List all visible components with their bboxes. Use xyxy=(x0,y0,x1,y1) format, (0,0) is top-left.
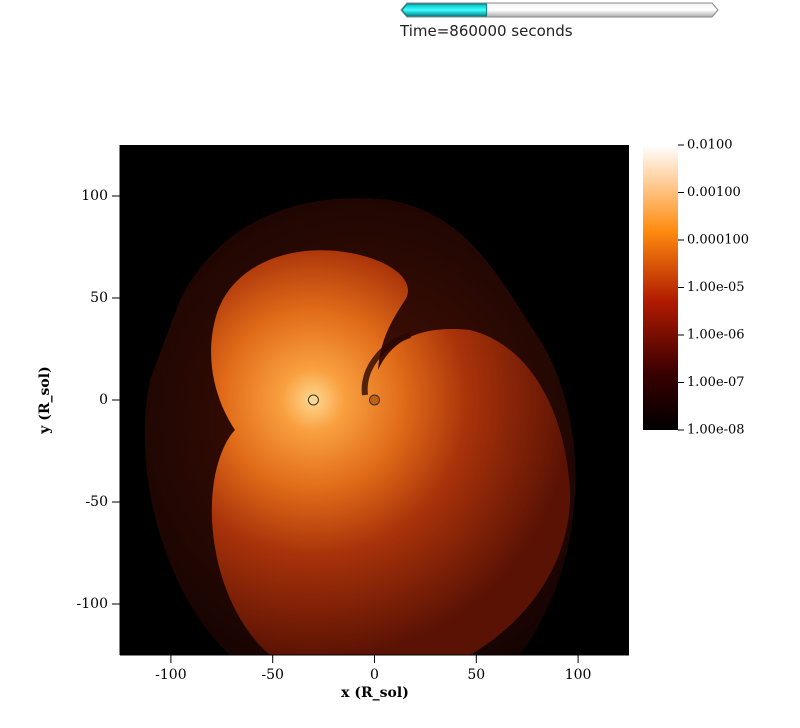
colorbar-tick-label: 0.00100 xyxy=(687,185,741,200)
colorbar-tick-label: 0.0100 xyxy=(687,138,733,153)
time-label: Time=860000 seconds xyxy=(399,22,573,40)
colorbar-tick-label: 1.00e-08 xyxy=(687,423,745,438)
y-tick-label: 0 xyxy=(99,392,108,408)
envelope xyxy=(211,250,571,655)
x-tick-label: 0 xyxy=(370,667,379,683)
point-marker xyxy=(307,394,319,406)
x-tick-label: 100 xyxy=(565,667,592,683)
y-tick-label: -50 xyxy=(85,494,108,510)
x-tick-label: 50 xyxy=(467,667,485,683)
y-tick-label: 50 xyxy=(90,290,108,306)
x-tick-label: -100 xyxy=(155,667,186,683)
point-marker xyxy=(369,394,380,406)
colorbar xyxy=(643,145,678,430)
y-tick-label: -100 xyxy=(77,596,108,612)
time-slider xyxy=(400,2,719,18)
density-image xyxy=(144,198,576,655)
colorbar-tick-label: 1.00e-07 xyxy=(687,375,745,390)
x-tick-label: -50 xyxy=(261,667,284,683)
colorbar-tick-label: 1.00e-05 xyxy=(687,280,745,295)
x-axis-label: x (R_sol) xyxy=(341,685,409,701)
slider-progress xyxy=(401,3,488,17)
y-axis-label: y (R_sol) xyxy=(37,366,53,434)
colorbar-tick-label: 0.000100 xyxy=(687,233,749,248)
stream xyxy=(361,332,412,396)
colorbar-tick-label: 1.00e-06 xyxy=(687,328,745,343)
y-tick-label: 100 xyxy=(81,188,108,204)
